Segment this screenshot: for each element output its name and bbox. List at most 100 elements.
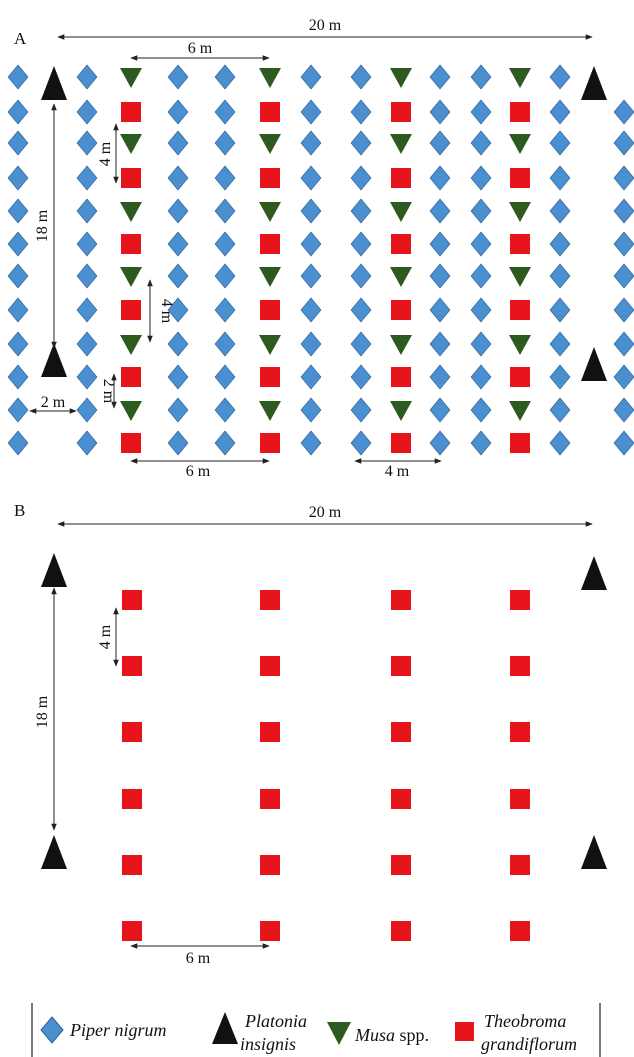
piper-diamond-icon bbox=[300, 165, 322, 191]
piper-diamond-icon bbox=[214, 165, 236, 191]
piper-diamond-icon bbox=[76, 331, 98, 357]
musa-triangle-icon bbox=[120, 134, 142, 154]
legend-theobroma-label-1: Theobroma bbox=[484, 1011, 566, 1031]
piper-diamond-icon bbox=[429, 198, 451, 224]
piper-diamond-icon bbox=[167, 364, 189, 390]
legend-musa-italic: Musa bbox=[354, 1025, 395, 1045]
platonia-triangle-icon bbox=[212, 1012, 238, 1044]
musa-triangle-icon bbox=[259, 202, 281, 222]
theobroma-square-icon bbox=[260, 433, 280, 453]
legend-piper-label: Piper nigrum bbox=[69, 1020, 167, 1040]
piper-diamond-icon bbox=[300, 231, 322, 257]
legend-item-musa: Musa spp. bbox=[327, 1022, 429, 1045]
piper-diamond-icon bbox=[429, 331, 451, 357]
dim-b-row4-label: 4 m bbox=[97, 624, 114, 649]
legend-platonia-label-2: insignis bbox=[240, 1034, 296, 1054]
theobroma-square-icon bbox=[121, 433, 141, 453]
piper-diamond-icon bbox=[7, 297, 29, 323]
platonia-triangle-icon bbox=[41, 835, 67, 869]
theobroma-square-icon bbox=[121, 102, 141, 122]
theobroma-square-icon bbox=[260, 656, 280, 676]
piper-diamond-icon bbox=[613, 430, 634, 456]
piper-diamond-icon bbox=[214, 297, 236, 323]
dim-a-2m-vertical-label: 2 m bbox=[100, 379, 117, 404]
panel-b-symbols bbox=[41, 553, 607, 941]
musa-triangle-icon bbox=[120, 267, 142, 287]
piper-diamond-icon bbox=[214, 263, 236, 289]
piper-diamond-icon bbox=[76, 231, 98, 257]
piper-diamond-icon bbox=[613, 130, 634, 156]
theobroma-square-icon bbox=[260, 367, 280, 387]
musa-triangle-icon bbox=[327, 1022, 351, 1045]
piper-diamond-icon bbox=[76, 397, 98, 423]
theobroma-square-icon bbox=[391, 590, 411, 610]
piper-diamond-icon bbox=[613, 331, 634, 357]
piper-diamond-icon bbox=[350, 99, 372, 125]
piper-diamond-icon bbox=[167, 263, 189, 289]
piper-diamond-icon bbox=[429, 165, 451, 191]
piper-diamond-icon bbox=[549, 364, 571, 390]
piper-diamond-icon bbox=[470, 130, 492, 156]
theobroma-square-icon bbox=[510, 921, 530, 941]
piper-diamond-icon bbox=[167, 397, 189, 423]
piper-diamond-icon bbox=[214, 231, 236, 257]
musa-triangle-icon bbox=[120, 68, 142, 88]
piper-diamond-icon bbox=[76, 430, 98, 456]
piper-diamond-icon bbox=[214, 331, 236, 357]
musa-triangle-icon bbox=[259, 267, 281, 287]
theobroma-square-icon bbox=[510, 234, 530, 254]
musa-triangle-icon bbox=[509, 401, 531, 421]
piper-diamond-icon bbox=[7, 231, 29, 257]
piper-diamond-icon bbox=[470, 231, 492, 257]
dim-a-height-label: 18 m bbox=[34, 209, 51, 242]
piper-diamond-icon bbox=[350, 231, 372, 257]
piper-diamond-icon bbox=[549, 198, 571, 224]
piper-diamond-icon bbox=[7, 430, 29, 456]
piper-diamond-icon bbox=[167, 99, 189, 125]
piper-diamond-icon bbox=[613, 364, 634, 390]
theobroma-square-icon bbox=[260, 234, 280, 254]
piper-diamond-icon bbox=[429, 99, 451, 125]
dim-a-bottom-left-label: 6 m bbox=[186, 463, 211, 480]
piper-diamond-icon bbox=[7, 99, 29, 125]
musa-triangle-icon bbox=[120, 401, 142, 421]
musa-triangle-icon bbox=[390, 401, 412, 421]
piper-diamond-icon bbox=[300, 297, 322, 323]
piper-diamond-icon bbox=[350, 397, 372, 423]
theobroma-square-icon bbox=[391, 855, 411, 875]
musa-triangle-icon bbox=[390, 134, 412, 154]
piper-diamond-icon bbox=[470, 297, 492, 323]
piper-diamond-icon bbox=[167, 198, 189, 224]
piper-diamond-icon bbox=[167, 331, 189, 357]
musa-triangle-icon bbox=[120, 202, 142, 222]
musa-triangle-icon bbox=[259, 68, 281, 88]
theobroma-square-icon bbox=[391, 300, 411, 320]
platonia-triangle-icon bbox=[41, 343, 67, 377]
musa-triangle-icon bbox=[390, 68, 412, 88]
piper-diamond-icon bbox=[470, 99, 492, 125]
theobroma-square-icon bbox=[510, 300, 530, 320]
theobroma-square-icon bbox=[260, 789, 280, 809]
theobroma-square-icon bbox=[510, 168, 530, 188]
piper-diamond-icon bbox=[549, 430, 571, 456]
panel-a-label: A bbox=[14, 29, 27, 48]
piper-diamond-icon bbox=[7, 130, 29, 156]
theobroma-square-icon bbox=[122, 590, 142, 610]
piper-diamond-icon bbox=[7, 331, 29, 357]
theobroma-square-icon bbox=[391, 168, 411, 188]
piper-diamond-icon bbox=[167, 430, 189, 456]
legend: Piper nigrum Platonia insignis Musa spp.… bbox=[31, 1003, 601, 1057]
piper-diamond-icon bbox=[350, 263, 372, 289]
piper-diamond-icon bbox=[549, 263, 571, 289]
musa-triangle-icon bbox=[509, 267, 531, 287]
platonia-triangle-icon bbox=[41, 66, 67, 100]
piper-diamond-icon bbox=[429, 130, 451, 156]
piper-diamond-icon bbox=[470, 397, 492, 423]
piper-diamond-icon bbox=[350, 130, 372, 156]
dim-a-bottom-right-label: 4 m bbox=[385, 463, 410, 480]
musa-triangle-icon bbox=[120, 335, 142, 355]
dim-a-2m-horizontal-label: 2 m bbox=[41, 394, 66, 411]
piper-diamond-icon bbox=[470, 64, 492, 90]
theobroma-square-icon bbox=[391, 921, 411, 941]
piper-diamond-icon bbox=[76, 130, 98, 156]
